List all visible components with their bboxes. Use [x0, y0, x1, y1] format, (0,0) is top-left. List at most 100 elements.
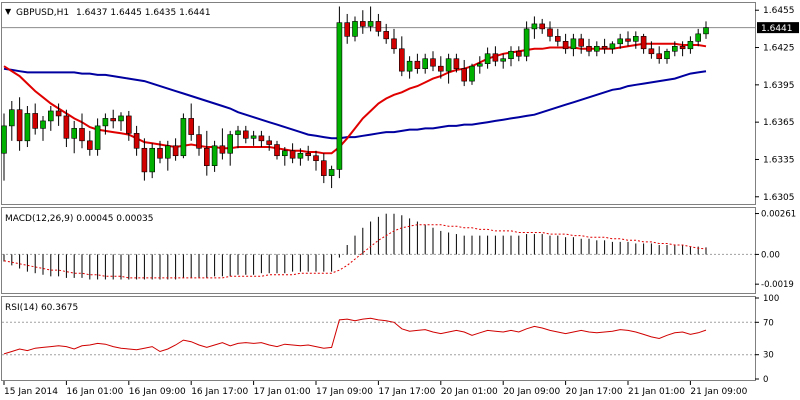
candle-body [453, 58, 460, 69]
time-axis: 15 Jan 2014 16 Jan 01:00 16 Jan 09:00 16 Ja… [3, 381, 748, 397]
candle [172, 138, 179, 161]
candle-body [570, 38, 577, 50]
candle-body [437, 65, 444, 72]
rsi-tick-label: 0 [763, 375, 768, 385]
candle-body [328, 169, 335, 176]
candle-body [539, 23, 546, 30]
candle [422, 53, 429, 74]
candle [328, 165, 335, 189]
candle-body [243, 130, 249, 139]
candle-body [601, 45, 608, 50]
candle [687, 36, 694, 54]
candle [547, 21, 553, 42]
candle [71, 120, 77, 154]
candle [305, 145, 312, 161]
candle-body [367, 21, 374, 27]
candle [625, 31, 631, 47]
candle-body [320, 160, 327, 176]
time-tick-label: 20 Jan 17:00 [566, 387, 623, 397]
rsi-tick-label: 100 [763, 294, 779, 304]
candle-body [593, 45, 600, 52]
candle [289, 143, 296, 164]
candle-body [406, 60, 413, 72]
candle-body [188, 118, 194, 135]
candle-body [133, 133, 140, 149]
candle-body [157, 147, 163, 159]
candle-body [445, 58, 452, 72]
candle-body [211, 145, 218, 166]
candle-body [126, 115, 132, 134]
candle-body [219, 145, 226, 154]
candle [133, 125, 140, 156]
candle [679, 41, 686, 57]
rsi-tick-label: 30 [763, 351, 774, 361]
candle-body [492, 53, 499, 62]
candle-body [305, 152, 312, 157]
candle [149, 143, 155, 179]
time-tick-label: 16 Jan 17:00 [191, 387, 248, 397]
candle [531, 16, 538, 39]
candle [437, 56, 444, 79]
candle-body [469, 65, 475, 82]
candle [593, 41, 600, 57]
candle-body [24, 113, 31, 142]
time-tick-label: 15 Jan 2014 [4, 387, 58, 397]
rsi-panel[interactable]: 100 70 30 0 RSI(14) 60.3675 [2, 294, 779, 385]
candle [157, 140, 163, 164]
candle-body [79, 128, 85, 142]
candle [141, 138, 148, 181]
candle [359, 10, 366, 34]
candle-body [484, 53, 491, 64]
price-panel[interactable]: 1.6455 1.6425 1.6395 1.6365 1.6335 1.6305 1.6… [1, 6, 800, 203]
candle-body [289, 150, 296, 159]
candle [539, 18, 546, 34]
candle [227, 130, 233, 166]
candle [344, 13, 351, 44]
price-tick-label: 1.6455 [763, 6, 795, 16]
candle [118, 112, 124, 131]
price-tick-label: 1.6305 [763, 193, 795, 203]
price-tick-label: 1.6425 [763, 44, 795, 54]
candle [24, 105, 31, 148]
candle [274, 140, 280, 160]
candle-body [71, 128, 77, 139]
candle-body [664, 50, 670, 60]
candle-body [16, 109, 23, 142]
candle-body [149, 147, 155, 173]
candle [695, 28, 702, 47]
macd-panel[interactable]: 0.00261 0.00 -0.0019 MACD(12,26,9) 0.00045… [2, 210, 796, 291]
candle [16, 97, 23, 151]
current-price-tag: 1.6441 [757, 22, 799, 34]
candle [367, 6, 374, 32]
rsi-line [3, 317, 707, 355]
candle [601, 38, 608, 54]
candle-body [165, 145, 171, 159]
macd-panel-label: MACD(12,26,9) 0.00045 0.00035 [5, 214, 154, 224]
macd-histogram [3, 213, 707, 280]
candle [609, 41, 616, 54]
candle-body [32, 113, 39, 129]
candle [671, 41, 678, 57]
candle [656, 46, 663, 64]
candle [648, 41, 655, 59]
candle-body [274, 144, 280, 157]
candle [492, 46, 499, 67]
time-tick-label: 20 Jan 01:00 [441, 387, 498, 397]
candle [1, 113, 7, 181]
macd-tick-label: 0.00261 [761, 210, 796, 220]
candle-body [297, 152, 304, 159]
candle-body [391, 38, 397, 50]
candle-body [141, 147, 148, 173]
candle [453, 53, 460, 73]
chevron-down-icon[interactable]: ▼ [5, 7, 12, 16]
candle [320, 153, 327, 184]
candle-body [47, 110, 54, 122]
candle-body [172, 145, 179, 157]
candle [102, 113, 109, 135]
candle [196, 125, 202, 156]
candle [469, 63, 475, 85]
candle-body [344, 22, 351, 37]
candle [126, 110, 132, 141]
candle [47, 105, 54, 131]
